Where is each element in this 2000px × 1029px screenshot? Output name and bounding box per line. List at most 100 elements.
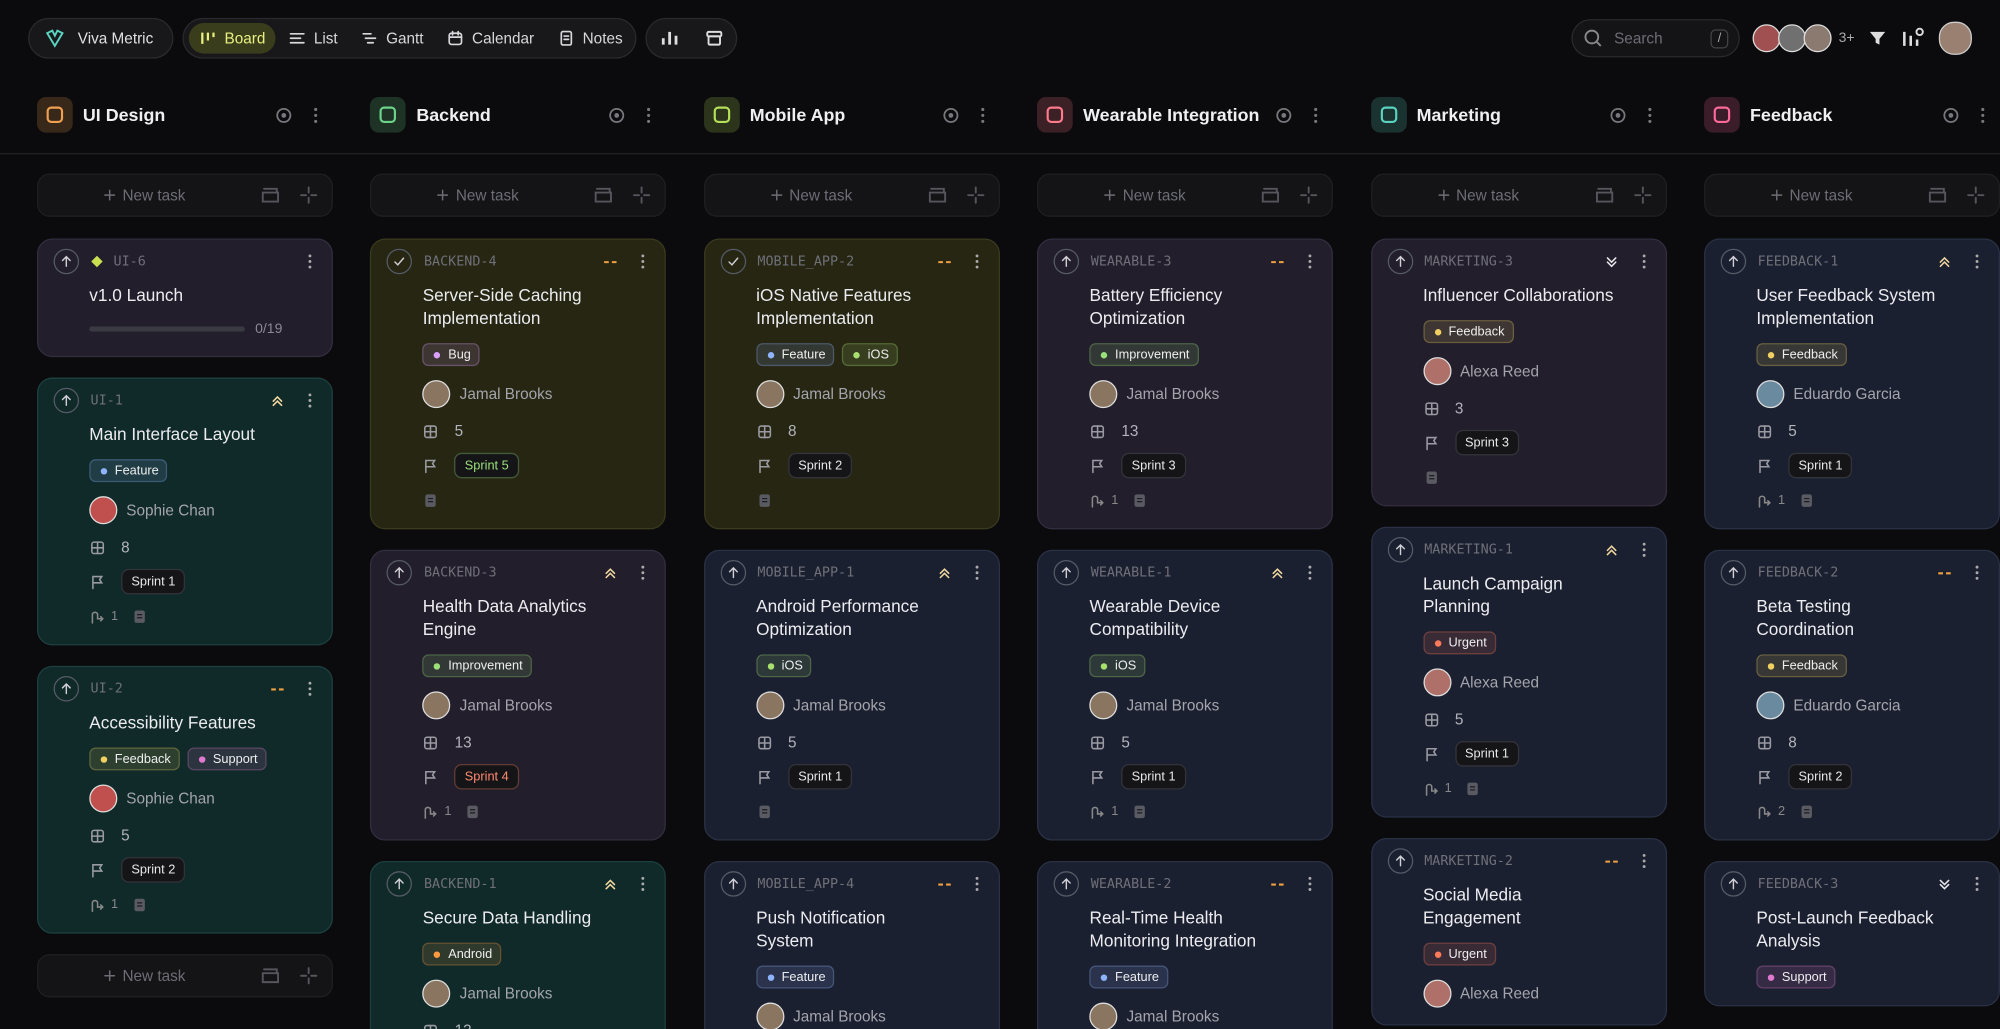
status-circle[interactable] xyxy=(386,248,413,275)
user-avatar[interactable] xyxy=(1938,21,1972,55)
status-circle[interactable] xyxy=(1720,559,1747,586)
archive-icon[interactable] xyxy=(705,29,723,47)
status-circle[interactable] xyxy=(720,248,746,275)
new-task[interactable]: New task xyxy=(703,173,1000,217)
watch-icon[interactable] xyxy=(1274,105,1293,124)
task-card[interactable]: MARKETING-1 Launch Campaign Planning Urgen… xyxy=(1370,526,1667,818)
task-card[interactable]: FEEDBACK-3 Post-Launch Feedback Analysis S… xyxy=(1704,860,2000,1007)
card-menu[interactable] xyxy=(1301,875,1319,893)
status-circle[interactable] xyxy=(1387,536,1413,563)
status-circle[interactable] xyxy=(1053,559,1080,586)
card-menu[interactable] xyxy=(301,680,319,698)
card-menu[interactable] xyxy=(1968,253,1986,271)
new-task[interactable]: New task xyxy=(370,173,667,217)
new-task[interactable]: New task xyxy=(36,173,333,217)
ai-icon[interactable] xyxy=(1299,185,1319,205)
folder-icon[interactable] xyxy=(927,185,947,205)
ai-icon[interactable] xyxy=(1966,185,1986,205)
status-circle[interactable] xyxy=(720,559,746,586)
watch-icon[interactable] xyxy=(608,105,627,124)
status-circle[interactable] xyxy=(1720,871,1747,897)
new-task[interactable]: New task xyxy=(1704,173,2000,217)
task-card[interactable]: BACKEND-4 Server-Side Caching Implementat… xyxy=(370,238,667,530)
view-button[interactable]: List xyxy=(278,23,348,54)
folder-icon[interactable] xyxy=(1927,185,1947,205)
card-menu[interactable] xyxy=(1301,253,1319,271)
view-button[interactable]: Board xyxy=(188,22,276,54)
task-card[interactable]: WEARABLE-3 Battery Efficiency Optimizatio… xyxy=(1037,238,1334,530)
ai-icon[interactable] xyxy=(298,966,318,986)
task-card[interactable]: BACKEND-1 Secure Data Handling Android Jama… xyxy=(370,860,667,1029)
search-box[interactable]: Search / xyxy=(1572,19,1741,58)
card-menu[interactable] xyxy=(634,253,652,271)
ai-icon[interactable] xyxy=(965,185,985,205)
status-circle[interactable] xyxy=(1053,871,1080,897)
ai-icon[interactable] xyxy=(632,185,652,205)
card-menu[interactable] xyxy=(968,875,986,893)
card-menu[interactable] xyxy=(1635,852,1653,870)
members[interactable]: 3+ xyxy=(1753,24,1855,53)
new-task[interactable]: New task xyxy=(36,954,333,998)
task-card[interactable]: MARKETING-3 Influencer Collaborations Feed… xyxy=(1370,238,1667,507)
task-card[interactable]: MOBILE_APP-1 Android Performance Optimiza… xyxy=(703,549,1000,841)
watch-icon[interactable] xyxy=(941,105,960,124)
card-menu[interactable] xyxy=(1635,253,1653,271)
task-card[interactable]: WEARABLE-2 Real-Time Health Monitoring In… xyxy=(1037,860,1334,1029)
watch-icon[interactable] xyxy=(1941,105,1960,124)
column-menu[interactable] xyxy=(1973,105,1992,124)
card-menu[interactable] xyxy=(634,875,652,893)
task-card[interactable]: MARKETING-2 Social Media Engagement Urgent… xyxy=(1370,838,1667,1026)
folder-icon[interactable] xyxy=(594,185,614,205)
column-menu[interactable] xyxy=(1306,105,1325,124)
status-circle[interactable] xyxy=(1387,848,1413,874)
card-menu[interactable] xyxy=(634,564,652,582)
task-card[interactable]: WEARABLE-1 Wearable Device Compatibility i… xyxy=(1037,549,1334,841)
task-card[interactable]: MOBILE_APP-4 Push Notification System Feat… xyxy=(703,860,1000,1029)
status-circle[interactable] xyxy=(53,248,80,275)
column-menu[interactable] xyxy=(306,105,325,124)
ai-icon[interactable] xyxy=(298,185,318,205)
status-circle[interactable] xyxy=(1720,248,1747,275)
folder-icon[interactable] xyxy=(1594,185,1614,205)
task-card[interactable]: MOBILE_APP-2 iOS Native Features Implemen… xyxy=(703,238,1000,530)
task-card[interactable]: FEEDBACK-1 User Feedback System Implement… xyxy=(1704,238,2000,530)
card-menu[interactable] xyxy=(301,392,319,410)
status-circle[interactable] xyxy=(53,676,80,702)
task-card[interactable]: BACKEND-3 Health Data Analytics Engine Imp… xyxy=(370,549,667,841)
folder-icon[interactable] xyxy=(1260,185,1280,205)
status-circle[interactable] xyxy=(1053,248,1080,275)
settings-icon[interactable] xyxy=(1901,27,1927,50)
new-task[interactable]: New task xyxy=(1037,173,1334,217)
task-card[interactable]: UI-6 v1.0 Launch 0/19 xyxy=(36,238,333,358)
watch-icon[interactable] xyxy=(1608,105,1627,124)
filter-icon[interactable] xyxy=(1867,28,1887,48)
card-menu[interactable] xyxy=(1968,564,1986,582)
card-menu[interactable] xyxy=(1968,875,1986,893)
card-menu[interactable] xyxy=(968,564,986,582)
task-card[interactable]: UI-2 Accessibility Features Feedback Suppor… xyxy=(36,665,333,934)
status-circle[interactable] xyxy=(53,387,80,414)
column-menu[interactable] xyxy=(973,105,992,124)
status-circle[interactable] xyxy=(386,871,413,897)
card-menu[interactable] xyxy=(968,253,986,271)
ai-icon[interactable] xyxy=(1632,185,1652,205)
status-circle[interactable] xyxy=(720,871,746,897)
task-card[interactable]: FEEDBACK-2 Beta Testing Coordination Feedb… xyxy=(1704,549,2000,841)
folder-icon[interactable] xyxy=(260,966,280,986)
view-button[interactable]: Gantt xyxy=(350,23,433,54)
card-menu[interactable] xyxy=(1301,564,1319,582)
column-menu[interactable] xyxy=(1640,105,1659,124)
card-menu[interactable] xyxy=(301,253,319,271)
workspace-switcher[interactable]: Viva Metric xyxy=(28,17,174,59)
task-card[interactable]: UI-1 Main Interface Layout Feature Sophie C… xyxy=(36,377,333,646)
column-menu[interactable] xyxy=(640,105,659,124)
folder-icon[interactable] xyxy=(260,185,280,205)
chart-icon[interactable] xyxy=(660,29,678,47)
status-circle[interactable] xyxy=(1387,248,1413,275)
card-menu[interactable] xyxy=(1635,541,1653,559)
new-task[interactable]: New task xyxy=(1370,173,1667,217)
watch-icon[interactable] xyxy=(274,105,293,124)
view-button[interactable]: Notes xyxy=(547,23,633,54)
view-button[interactable]: Calendar xyxy=(436,23,544,54)
status-circle[interactable] xyxy=(386,559,413,586)
